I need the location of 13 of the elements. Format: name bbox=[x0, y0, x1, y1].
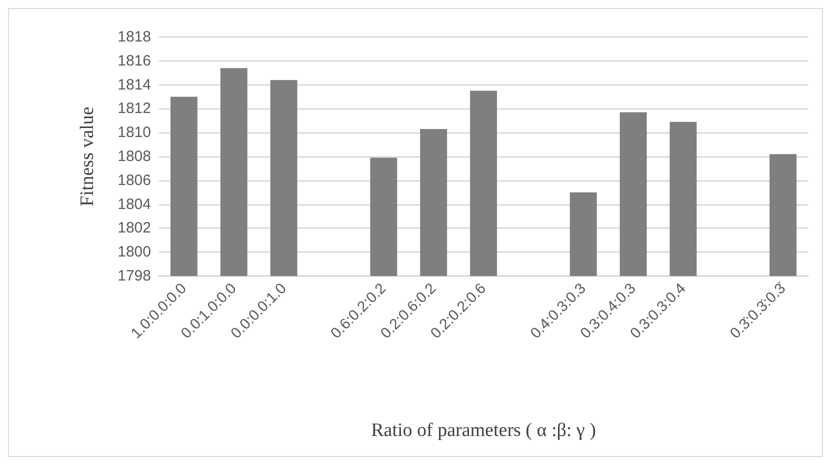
y-tick-label: 1816 bbox=[118, 52, 151, 70]
y-tick-label: 1806 bbox=[118, 172, 151, 189]
y-tick-label: 1818 bbox=[118, 28, 151, 46]
y-tick-label: 1812 bbox=[118, 100, 151, 118]
y-tick-label: 1800 bbox=[118, 244, 151, 261]
y-tick-label: 1798 bbox=[118, 268, 151, 284]
y-axis-title: Fitness value bbox=[77, 106, 98, 206]
y-tick-label: 1814 bbox=[118, 76, 151, 94]
x-axis-title: Ratio of parameters ( α :β: γ ) bbox=[371, 420, 596, 441]
y-tick-label: 1810 bbox=[118, 124, 151, 142]
y-tick-label: 1802 bbox=[118, 220, 151, 237]
y-tick-label: 1808 bbox=[118, 148, 151, 165]
y-tick-label: 1804 bbox=[118, 196, 151, 213]
